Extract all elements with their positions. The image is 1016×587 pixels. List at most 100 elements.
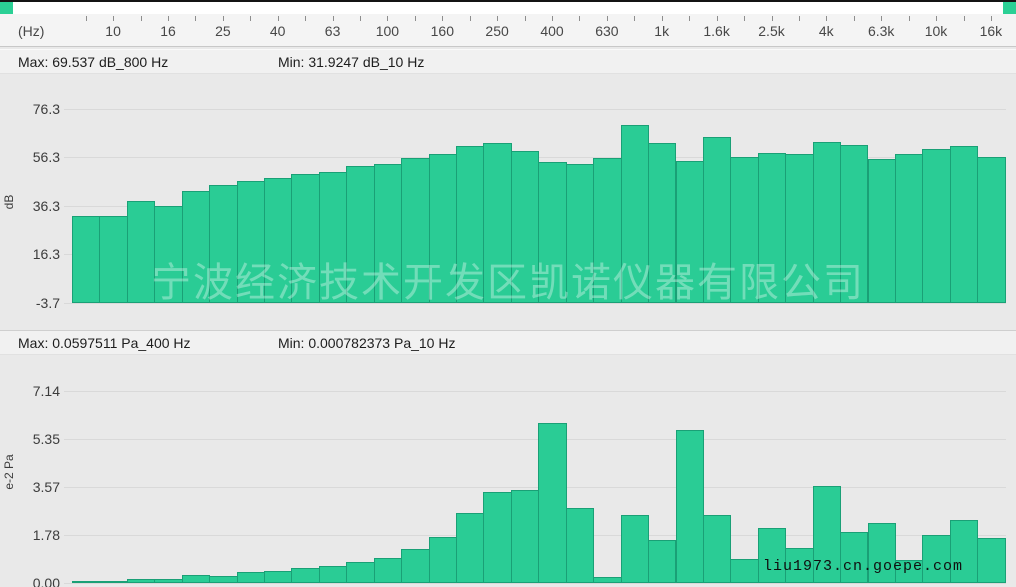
gridline: [64, 439, 1006, 441]
y-axis-tick-label: 76.3: [32, 100, 60, 117]
frequency-tick-label: 630: [595, 23, 619, 39]
frequency-ruler: (Hz) 10 16 25 40 63 100 160 250 400 630 1k 1.6k 2.5k…: [0, 14, 1016, 47]
spectrum-bar-400hz: [538, 423, 567, 583]
spectrum-bar-800hz: [620, 515, 649, 583]
spectrum-bar-10khz: [922, 534, 951, 583]
ruler-tick: [168, 16, 169, 21]
frequency-tick-label: 40: [269, 23, 286, 39]
spectrum-bar-16khz: [977, 156, 1006, 303]
spectrum-bar-63hz: [318, 566, 348, 583]
ruler-tick: [250, 16, 252, 21]
ruler-tick: [798, 16, 800, 21]
ruler-tick: [606, 16, 608, 21]
ruler-tick: [387, 16, 389, 21]
ruler-tick: [661, 16, 663, 21]
ruler-tick: [140, 16, 142, 21]
scrollbar-left-handle[interactable]: [0, 2, 13, 14]
y-axis-tick-label: -3.7: [35, 294, 60, 311]
gridline: [64, 391, 1006, 393]
spectrum-bar-20hz: [181, 574, 211, 583]
pa-max-readout: Max: 0.0597511 Pa_400 Hz: [18, 335, 191, 351]
spectrum-bar-16hz: [154, 579, 183, 583]
ruler-tick: [524, 16, 526, 21]
frequency-tick-label: 4k: [818, 23, 834, 39]
ruler-tick: [277, 16, 279, 21]
spectrum-bar-8khz: [894, 559, 924, 583]
y-axis-tick-label: 0.00: [32, 574, 60, 587]
spectrum-bar-8hz: [72, 580, 101, 583]
db-min-readout: Min: 31.9247 dB_10 Hz: [278, 54, 425, 70]
spectrum-bar-4khz: [812, 141, 841, 303]
frequency-tick-label: 6.3k: [867, 23, 895, 39]
spectrum-bar-40hz: [264, 178, 293, 303]
frequency-unit-label: (Hz): [18, 23, 45, 39]
gridline: [64, 582, 1006, 584]
frequency-tick-label: 1k: [654, 23, 670, 39]
frequency-tick-label: 10: [105, 23, 121, 39]
y-axis-tick-label: 3.57: [32, 478, 60, 495]
frequency-range-scrollbar[interactable]: [0, 0, 1016, 14]
spectrum-bar-250hz: [483, 492, 512, 583]
frequency-tick-label: 10k: [924, 23, 948, 39]
spectrum-bar-250hz: [483, 143, 512, 303]
frequency-tick-label: 1.6k: [703, 23, 730, 39]
spectrum-bar-125hz: [401, 549, 430, 583]
spectrum-bar-63hz: [318, 171, 348, 303]
ruler-tick: [908, 16, 910, 21]
spectrum-bar-2.5khz: [757, 152, 787, 303]
spectrum-bar-500hz: [565, 508, 595, 583]
frequency-tick-label: 63: [324, 23, 341, 39]
pa-spectrum-chart: e-2 Pa 7.14 5.35 3.57 1.78 0.00: [0, 356, 1016, 587]
ruler-tick: [936, 16, 937, 21]
spectrum-bar-25hz: [209, 185, 238, 303]
scrollbar-right-handle[interactable]: [1003, 2, 1016, 14]
spectrum-bar-25hz: [209, 575, 238, 583]
ruler-tick: [990, 16, 992, 21]
frequency-tick-label: 100: [375, 23, 400, 39]
ruler-tick: [113, 16, 115, 21]
ruler-tick: [497, 16, 499, 21]
spectrum-bar-400hz: [538, 161, 567, 303]
ruler-tick: [689, 16, 691, 21]
gridline: [64, 108, 1006, 110]
ruler-tick: [853, 16, 855, 21]
spectrum-bar-100hz: [373, 164, 403, 303]
spectrum-bar-16hz: [154, 206, 183, 303]
spectrum-bar-200hz: [456, 145, 485, 303]
spectrum-bar-80hz: [346, 561, 375, 583]
db-chart-header: Max: 69.537 dB_800 Hz Min: 31.9247 dB_10…: [0, 49, 1016, 74]
spectrum-bar-630hz: [593, 576, 622, 583]
spectrum-bar-1.25khz: [675, 430, 704, 583]
ruler-tick: [579, 16, 581, 21]
ruler-tick: [222, 16, 224, 21]
spectrum-bar-630hz: [593, 158, 622, 303]
frequency-tick-label: 250: [485, 23, 509, 39]
ruler-tick: [963, 16, 965, 21]
ruler-tick: [85, 16, 87, 21]
spectrum-bar-3.15khz: [785, 153, 814, 303]
spectrum-bar-50hz: [291, 173, 320, 303]
spectrum-bar-12.5khz: [949, 145, 979, 303]
spectrum-bar-8hz: [72, 216, 101, 303]
spectrum-bar-160hz: [428, 154, 457, 303]
y-axis-tick-label: 16.3: [32, 246, 60, 263]
spectrum-bar-1.25khz: [675, 160, 704, 303]
y-axis-tick-label: 56.3: [32, 149, 60, 166]
frequency-tick-label: 400: [540, 23, 564, 39]
spectrum-bar-160hz: [428, 537, 457, 583]
db-bars-area: [72, 75, 1006, 303]
spectrum-bar-40hz: [264, 570, 293, 583]
spectrum-bar-10khz: [922, 149, 951, 303]
spectrum-bar-2khz: [730, 157, 759, 303]
ruler-tick: [771, 16, 773, 21]
spectrum-bar-315hz: [510, 490, 540, 583]
frequency-tick-label: 16: [160, 23, 176, 39]
frequency-tick-label: 16k: [979, 23, 1003, 39]
ruler-tick: [469, 16, 471, 21]
gridline: [64, 486, 1006, 488]
ruler-tick: [414, 16, 416, 21]
spectrum-bar-125hz: [401, 157, 430, 303]
y-axis-tick-label: 7.14: [32, 383, 60, 400]
spectrum-bar-315hz: [510, 151, 540, 303]
ruler-tick: [195, 16, 197, 21]
